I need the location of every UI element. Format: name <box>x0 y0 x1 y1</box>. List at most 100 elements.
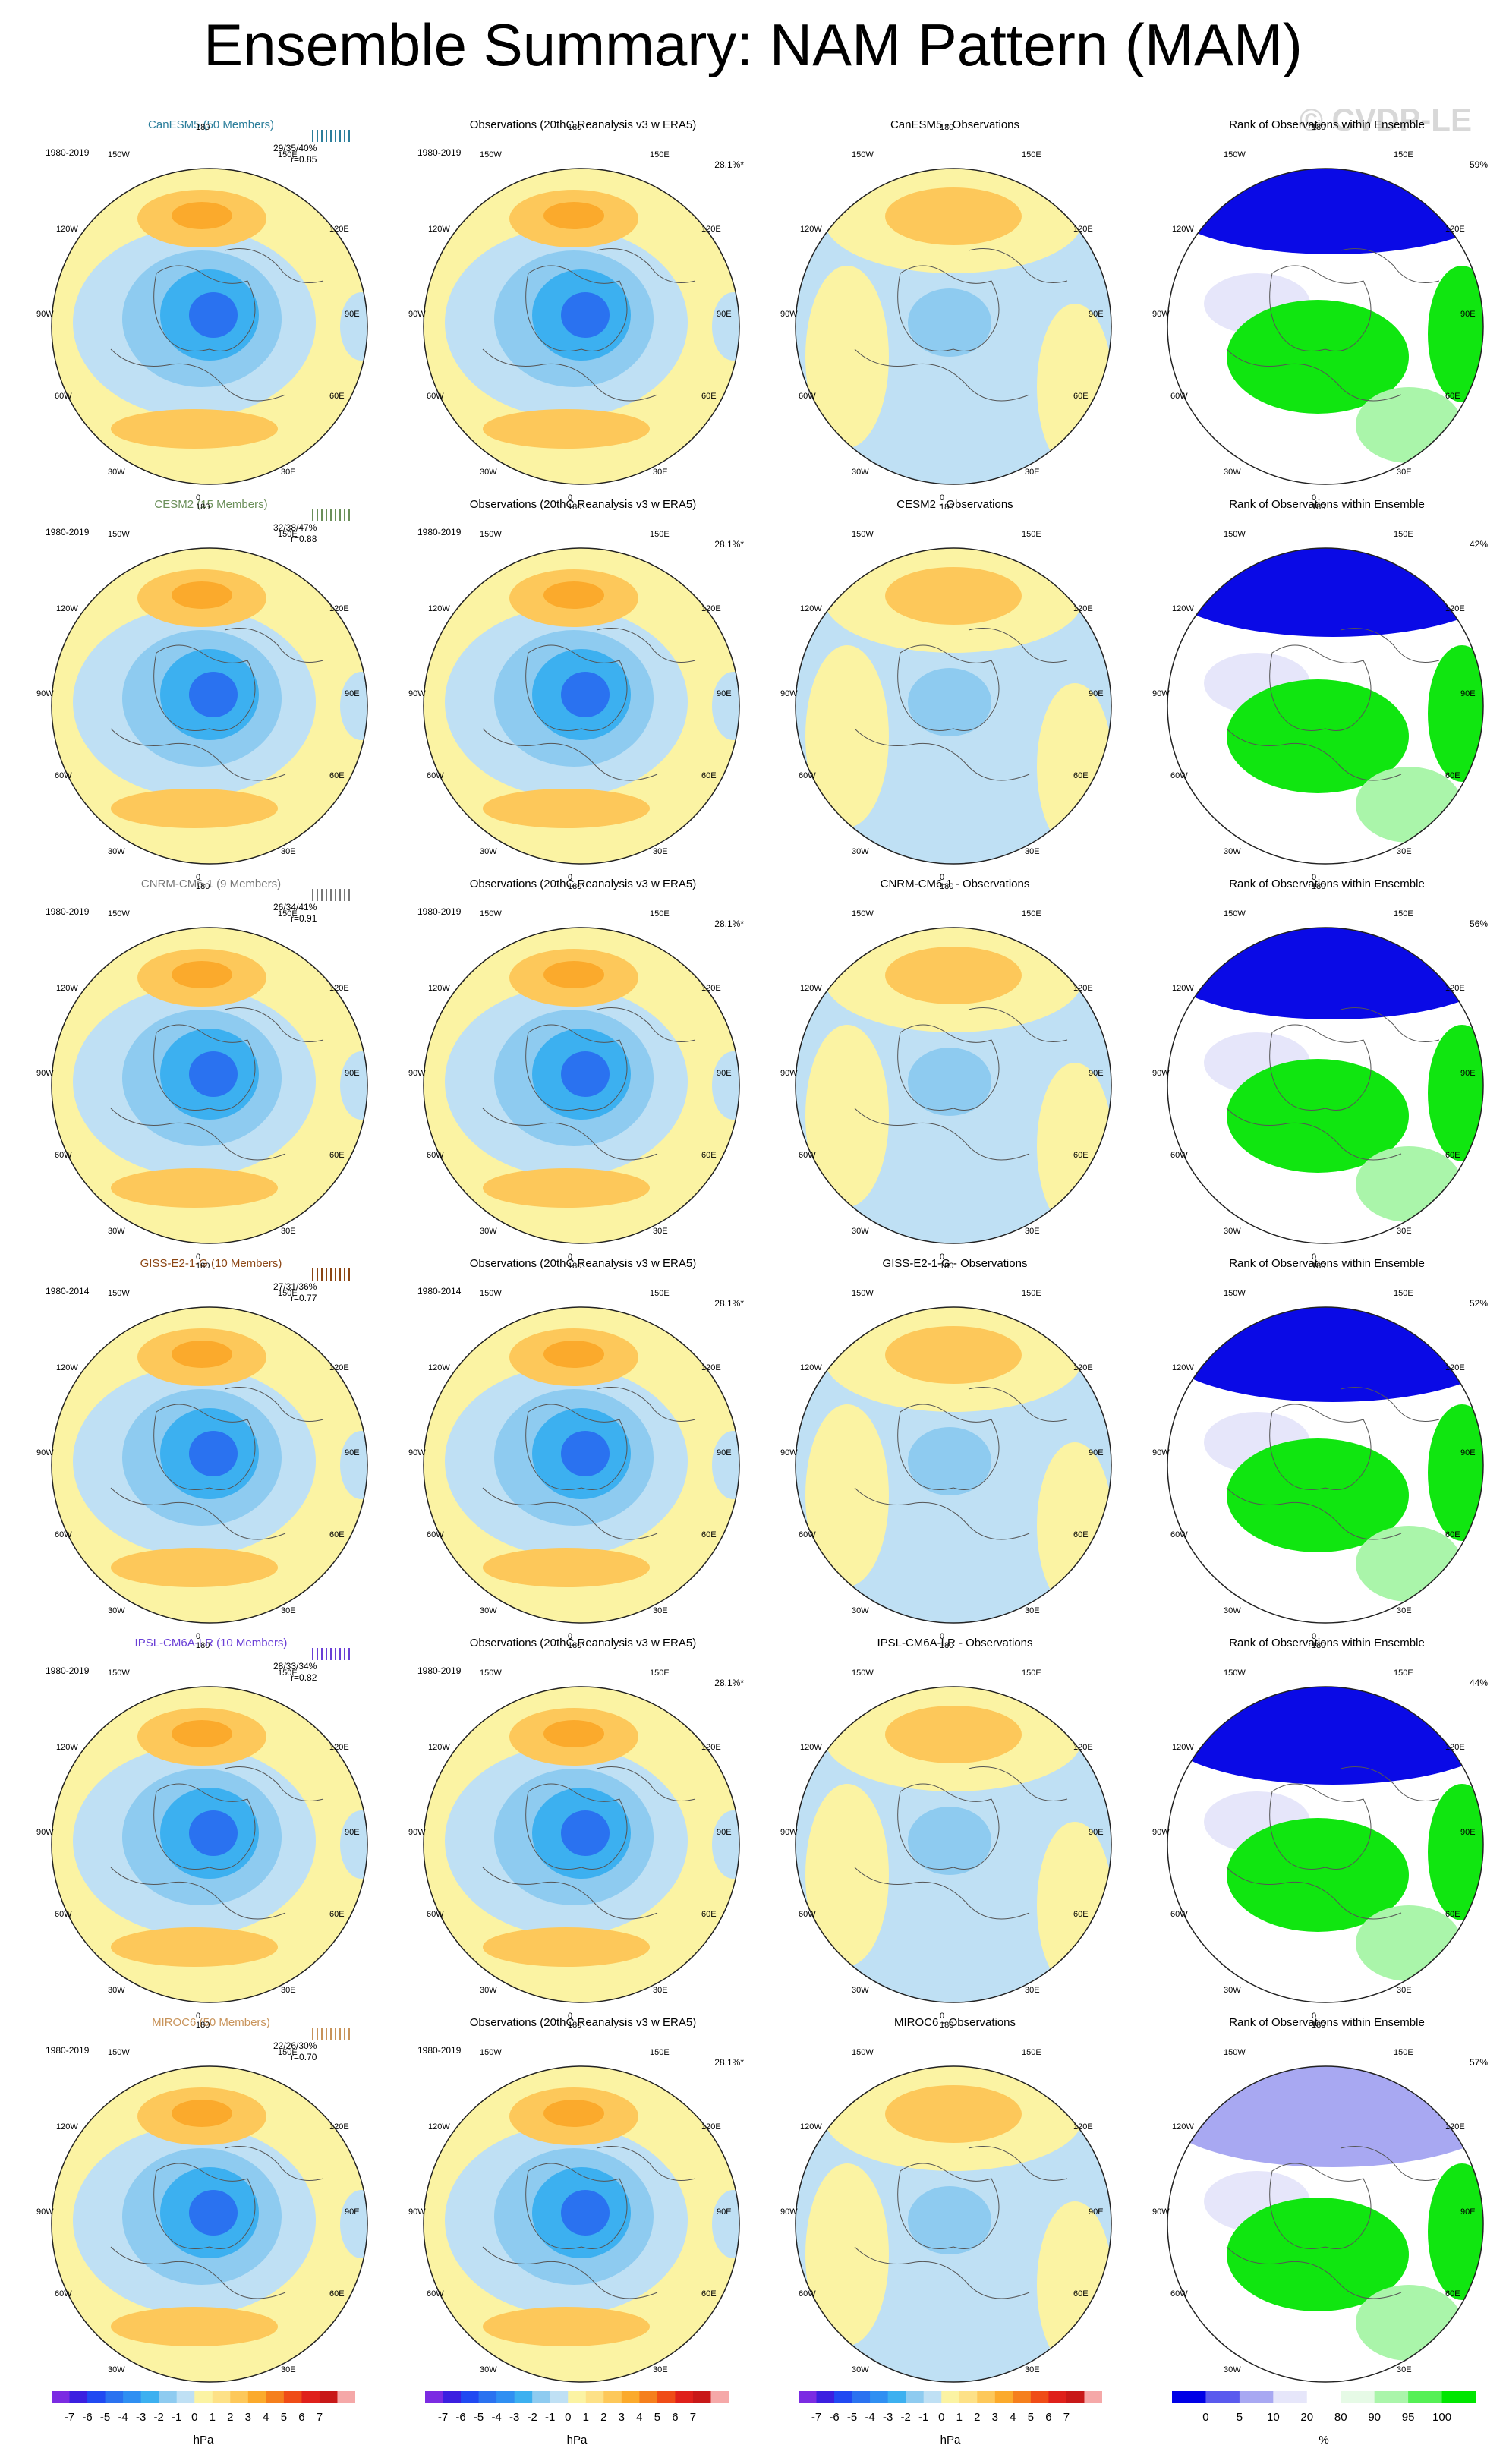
page-title: Ensemble Summary: NAM Pattern (MAM) <box>203 11 1303 78</box>
map-border <box>1167 168 1484 485</box>
rank-high-region <box>1227 1818 1409 1932</box>
coastline-south <box>482 1108 658 1161</box>
map-field <box>796 169 1111 484</box>
map-field <box>424 928 739 1243</box>
spread-icon <box>312 2028 350 2040</box>
lon-label-upper-right: 150E <box>650 150 670 159</box>
lon-label-mid-upper-left: 120W <box>1172 225 1194 234</box>
lon-label-mid-lower-left: 60W <box>799 2289 816 2299</box>
lon-label-mid-lower-right: 60E <box>329 1910 345 1919</box>
colorbar-hpa-2: -7 -6 -5 -4 -3 -2 -1 0 1 2 3 4 5 6 7 hPa <box>425 2391 729 2459</box>
colorbar-tick: -7 <box>811 2411 822 2424</box>
colorbar-swatch <box>443 2391 462 2403</box>
lon-label-mid-upper-left: 120W <box>800 2122 822 2132</box>
polar-map <box>51 927 368 1244</box>
panel-title: Observations (20thC Reanalysis v3 w ERA5… <box>469 2016 697 2029</box>
lon-label-right: 90E <box>345 2207 360 2217</box>
lon-label-mid-lower-right: 60E <box>1073 1910 1089 1919</box>
lon-label-mid-upper-left: 120W <box>1172 984 1194 993</box>
lon-label-mid-upper-left: 120W <box>428 1363 450 1372</box>
colorbar-tick: 100 <box>1432 2411 1452 2424</box>
colorbar-tick: 5 <box>1027 2411 1035 2424</box>
colorbar-swatch <box>816 2391 835 2403</box>
lon-label-right: 90E <box>1089 310 1104 319</box>
negative-lobe-east <box>340 672 367 740</box>
panel-title: CESM2 (15 Members) <box>154 498 268 511</box>
lon-label-top: 180 <box>568 1641 582 1650</box>
spread-icon <box>312 889 350 901</box>
period-label: 1980-2019 <box>417 906 462 917</box>
lon-label-right: 90E <box>1089 2207 1104 2217</box>
explained-variance: 28.1%* <box>714 1678 744 1688</box>
lon-label-mid-lower-right: 60E <box>329 771 345 780</box>
lon-label-mid-upper-right: 120E <box>1073 225 1093 234</box>
panel-rank-6: Rank of Observations within Ensemble 57% 1… <box>1139 2016 1506 2400</box>
colorbar-rank-bar <box>1172 2391 1476 2403</box>
colorbar-hpa-1-bar <box>52 2391 356 2403</box>
lon-label-mid-lower-left: 60W <box>427 392 444 401</box>
panel-title: GISS-E2-1-G - Observations <box>882 1257 1028 1270</box>
positive-lobe-atlantic <box>111 789 278 828</box>
lon-label-lower-left: 30W <box>1224 468 1241 477</box>
map-border <box>795 168 1112 485</box>
lon-label-upper-left: 150W <box>1224 909 1246 918</box>
positive-lobe-pacific-core <box>543 581 604 609</box>
colorbar-swatch <box>923 2391 942 2403</box>
lon-label-mid-lower-left: 60W <box>55 771 72 780</box>
colorbar-swatch <box>692 2391 711 2403</box>
coastline-south <box>854 1487 1030 1540</box>
colorbar-swatch <box>1013 2391 1032 2403</box>
lon-label-lower-left: 30W <box>1224 1606 1241 1615</box>
panel-title: Rank of Observations within Ensemble <box>1229 118 1425 131</box>
panel-rank-5: Rank of Observations within Ensemble 44% 1… <box>1139 1637 1506 2021</box>
coastline <box>897 265 1000 351</box>
coastline <box>153 1404 256 1490</box>
lon-label-mid-lower-left: 60W <box>55 392 72 401</box>
lon-label-left: 90W <box>780 2207 798 2217</box>
colorbar-swatch <box>1441 2391 1476 2403</box>
lon-label-mid-upper-left: 120W <box>56 2122 78 2132</box>
lon-label-top: 180 <box>568 503 582 512</box>
coastline-east <box>1340 2146 1440 2181</box>
panel-obs-5: Observations (20thC Reanalysis v3 w ERA5… <box>395 1637 771 2021</box>
colorbar-swatch <box>194 2391 213 2403</box>
coastline-east <box>224 1007 324 1042</box>
polar-map <box>51 547 368 865</box>
lon-label-top: 180 <box>940 123 954 132</box>
positive-lobe-atlantic <box>483 2307 650 2346</box>
panel-obs-1: Observations (20thC Reanalysis v3 w ERA5… <box>395 118 771 503</box>
lon-label-right: 90E <box>1089 1828 1104 1837</box>
lon-label-lower-right: 30E <box>653 1606 668 1615</box>
lon-label-lower-right: 30E <box>1397 847 1412 856</box>
polar-map <box>423 1686 740 2003</box>
lon-label-left: 90W <box>408 310 426 319</box>
diff-positive-west <box>805 1784 889 1966</box>
coastline-south <box>1226 2246 1402 2299</box>
lon-label-left: 90W <box>408 1828 426 1837</box>
positive-lobe-atlantic <box>483 1168 650 1208</box>
polar-map <box>51 1686 368 2003</box>
lon-label-right: 90E <box>717 689 732 698</box>
lon-label-mid-lower-right: 60E <box>329 2289 345 2299</box>
coastline-east <box>596 1387 696 1422</box>
lon-label-right: 90E <box>345 1069 360 1078</box>
lon-label-bottom: 0 <box>568 1252 573 1262</box>
stats-percentiles: 28/33/34% <box>273 1661 317 1672</box>
diff-positive-core <box>885 2085 1022 2143</box>
lon-label-lower-left: 30W <box>480 1606 497 1615</box>
coastline-south <box>110 1108 286 1161</box>
negative-lobe-core <box>189 1051 238 1097</box>
lon-label-left: 90W <box>36 1069 54 1078</box>
lon-label-top: 180 <box>940 503 954 512</box>
lon-label-upper-left: 150W <box>852 1289 874 1298</box>
lon-label-mid-lower-right: 60E <box>1445 1910 1460 1919</box>
panel-title: MIROC6 (50 Members) <box>152 2016 270 2029</box>
panel-diff-6: MIROC6 - Observations 180 150W 150E 120W 120E… <box>767 2016 1143 2400</box>
coastline-east <box>1340 1007 1440 1042</box>
colorbar-tick: -2 <box>527 2411 537 2424</box>
colorbar-swatch <box>478 2391 497 2403</box>
lon-label-left: 90W <box>408 689 426 698</box>
coastline <box>525 1783 628 1870</box>
lon-label-upper-left: 150W <box>852 150 874 159</box>
diff-positive-east <box>1037 1822 1111 1989</box>
